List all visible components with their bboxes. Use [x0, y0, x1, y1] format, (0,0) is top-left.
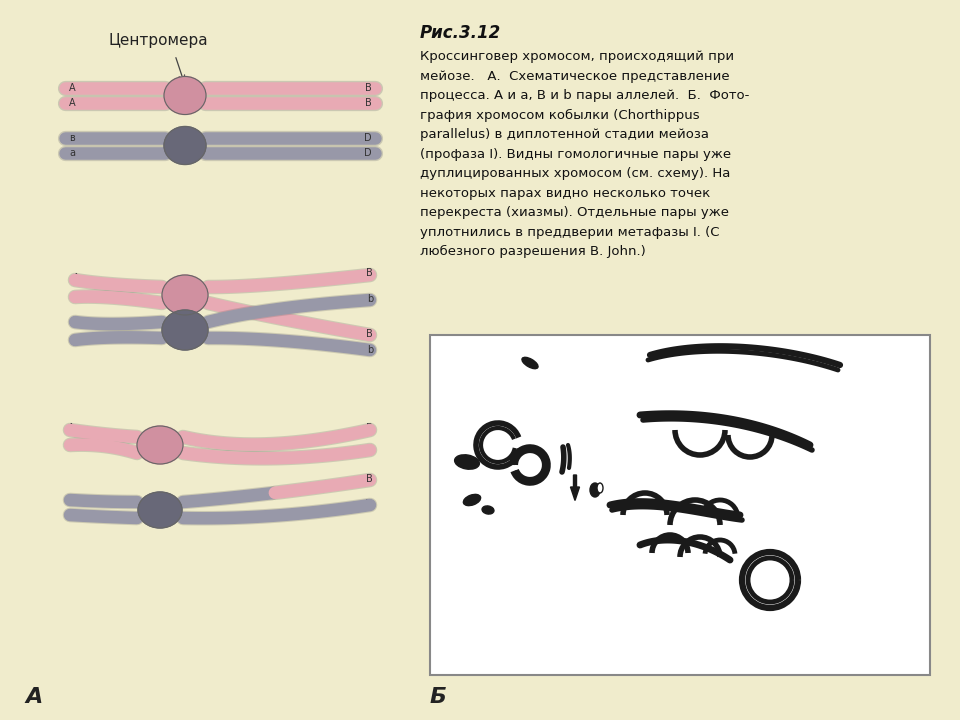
- Text: любезного разрешения В. John.): любезного разрешения В. John.): [420, 245, 646, 258]
- Text: А: А: [73, 292, 80, 302]
- Text: А: А: [68, 440, 75, 450]
- Text: А: А: [68, 423, 75, 433]
- Text: Б: Б: [430, 687, 447, 707]
- Text: А: А: [25, 687, 42, 707]
- FancyBboxPatch shape: [430, 335, 930, 675]
- Text: В: В: [365, 98, 372, 108]
- Ellipse shape: [464, 495, 481, 505]
- Ellipse shape: [590, 483, 600, 497]
- Text: В: В: [365, 83, 372, 93]
- Text: В: В: [367, 329, 373, 339]
- Text: а: а: [68, 495, 74, 505]
- Text: А: А: [73, 273, 80, 283]
- Text: D: D: [365, 148, 372, 158]
- Ellipse shape: [597, 483, 603, 493]
- Ellipse shape: [522, 357, 538, 369]
- Ellipse shape: [455, 455, 479, 469]
- Ellipse shape: [164, 127, 206, 164]
- Text: b: b: [367, 445, 373, 455]
- Text: перекреста (хиазмы). Отдельные пары уже: перекреста (хиазмы). Отдельные пары уже: [420, 206, 729, 219]
- Text: процесса. А и а, В и b пары аллелей.  Б.  Фото-: процесса. А и а, В и b пары аллелей. Б. …: [420, 89, 750, 102]
- Text: D: D: [366, 499, 373, 509]
- Text: В: В: [367, 268, 373, 278]
- Text: parallelus) в диплотенной стадии мейоза: parallelus) в диплотенной стадии мейоза: [420, 128, 709, 141]
- Text: а: а: [69, 148, 75, 158]
- Text: Рис.3.12: Рис.3.12: [420, 24, 501, 42]
- Text: Центромера: Центромера: [108, 33, 207, 48]
- Ellipse shape: [138, 492, 182, 528]
- Text: В: В: [367, 474, 373, 484]
- Text: D: D: [365, 133, 372, 143]
- Ellipse shape: [137, 426, 183, 464]
- Text: некоторых парах видно несколько точек: некоторых парах видно несколько точек: [420, 186, 710, 199]
- Text: b: b: [367, 294, 373, 304]
- Text: А: А: [69, 98, 76, 108]
- Text: уплотнились в преддверии метафазы I. (С: уплотнились в преддверии метафазы I. (С: [420, 225, 719, 238]
- Text: мейозе.   А.  Схематическое представление: мейозе. А. Схематическое представление: [420, 70, 730, 83]
- Ellipse shape: [164, 76, 206, 114]
- Text: дуплицированных хромосом (см. схему). На: дуплицированных хромосом (см. схему). На: [420, 167, 731, 180]
- Ellipse shape: [482, 506, 494, 514]
- Text: (профаза I). Видны гомологичные пары уже: (профаза I). Видны гомологичные пары уже: [420, 148, 732, 161]
- Text: А: А: [69, 83, 76, 93]
- Text: b: b: [367, 345, 373, 355]
- Text: графия хромосом кобылки (Chorthippus: графия хромосом кобылки (Chorthippus: [420, 109, 700, 122]
- Ellipse shape: [162, 275, 208, 315]
- Text: а: а: [68, 510, 74, 520]
- Ellipse shape: [162, 310, 208, 350]
- Text: а: а: [73, 317, 79, 327]
- Text: а: а: [73, 335, 79, 345]
- Text: Кроссинговер хромосом, происходящий при: Кроссинговер хромосом, происходящий при: [420, 50, 734, 63]
- Text: В: В: [367, 423, 373, 433]
- FancyArrow shape: [570, 475, 580, 500]
- Text: в: в: [69, 133, 75, 143]
